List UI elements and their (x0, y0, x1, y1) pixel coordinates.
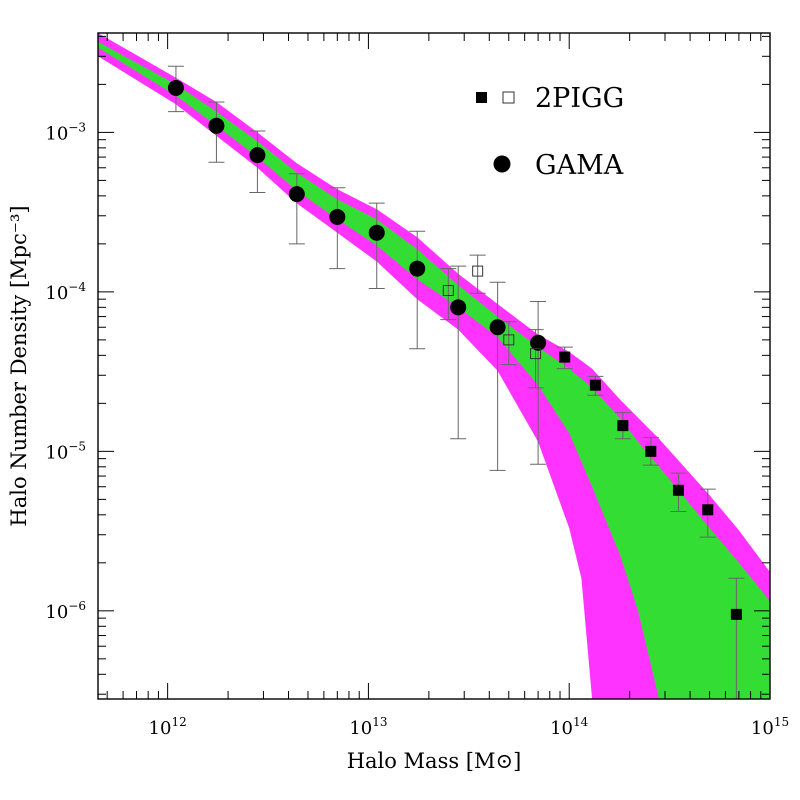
marker-gama-6 (409, 260, 426, 277)
y-tick-label-base: 10 (45, 123, 68, 144)
x-axis-label: Halo Mass [M⊙] (347, 749, 522, 773)
marker-2pigg-filled-3 (645, 445, 657, 457)
legend-label-gama: GAMA (535, 150, 624, 181)
x-tick-label-13-exponent: 13 (372, 715, 387, 729)
marker-gama-1 (208, 117, 225, 134)
marker-gama-2 (249, 147, 266, 164)
x-tick-label-12: 1012 (149, 715, 187, 739)
x-tick-label-13: 1013 (349, 715, 387, 739)
x-tick-label-14-exponent: 14 (573, 715, 589, 729)
marker-2pigg-open-3 (530, 348, 542, 360)
marker-gama-7 (450, 299, 467, 316)
x-tick-label-14: 1014 (550, 715, 589, 739)
marker-2pigg-open-2 (503, 334, 515, 346)
x-tick-label-12-exponent: 12 (171, 715, 186, 729)
x-tick-label-14-base: 10 (550, 718, 573, 739)
plot-frame (97, 32, 771, 700)
y-tick-label: 10−4 (45, 280, 86, 304)
x-tick-label-15-exponent: 15 (774, 715, 789, 729)
y-tick-label-exponent: −3 (68, 120, 86, 134)
marker-gama-9 (530, 334, 547, 351)
y-tick-label-base: 10 (45, 283, 68, 304)
errorbars-layer (167, 65, 745, 699)
marker-2pigg-filled-1 (589, 379, 601, 391)
x-tick-label-12-base: 10 (149, 718, 172, 739)
x-tick-label-13-base: 10 (349, 718, 372, 739)
y-axis-label: Halo Number Density [Mpc⁻³] (7, 205, 31, 526)
marker-gama-3 (288, 186, 305, 203)
legend-label-2pigg: 2PIGG (535, 83, 624, 114)
x-tick-label-15-base: 10 (751, 718, 774, 739)
y-tick-label-base: 10 (45, 602, 68, 623)
legend-marker-gama (493, 155, 511, 173)
legend-marker-2pigg-filled (476, 92, 487, 103)
marker-gama-0 (167, 79, 184, 96)
marker-2pigg-filled-4 (672, 484, 684, 496)
marker-gama-8 (489, 319, 506, 336)
band-outer (98, 33, 770, 699)
marker-2pigg-filled-5 (702, 504, 714, 516)
y-tick-label-exponent: −5 (68, 439, 86, 453)
ticks-layer (98, 33, 771, 699)
marker-2pigg-open-1 (472, 265, 484, 277)
bands-layer (98, 33, 770, 699)
x-tick-label-15: 1015 (751, 715, 789, 739)
legend: 2PIGG GAMA (476, 83, 624, 181)
y-tick-label-exponent: −6 (68, 599, 86, 613)
y-tick-label: 10−5 (45, 439, 86, 463)
y-tick-label-exponent: −4 (68, 280, 86, 294)
y-tick-label-base: 10 (45, 442, 68, 463)
band-inner (98, 41, 770, 699)
legend-marker-2pigg-open (502, 91, 515, 104)
y-tick-label: 10−3 (45, 120, 86, 144)
markers-layer (167, 79, 742, 620)
marker-gama-4 (329, 208, 346, 225)
marker-2pigg-open-0 (442, 285, 454, 297)
marker-2pigg-filled-6 (730, 608, 742, 620)
marker-2pigg-filled-0 (559, 351, 571, 363)
marker-gama-5 (368, 224, 385, 241)
marker-2pigg-filled-2 (617, 420, 629, 432)
y-tick-label: 10−6 (45, 599, 86, 623)
